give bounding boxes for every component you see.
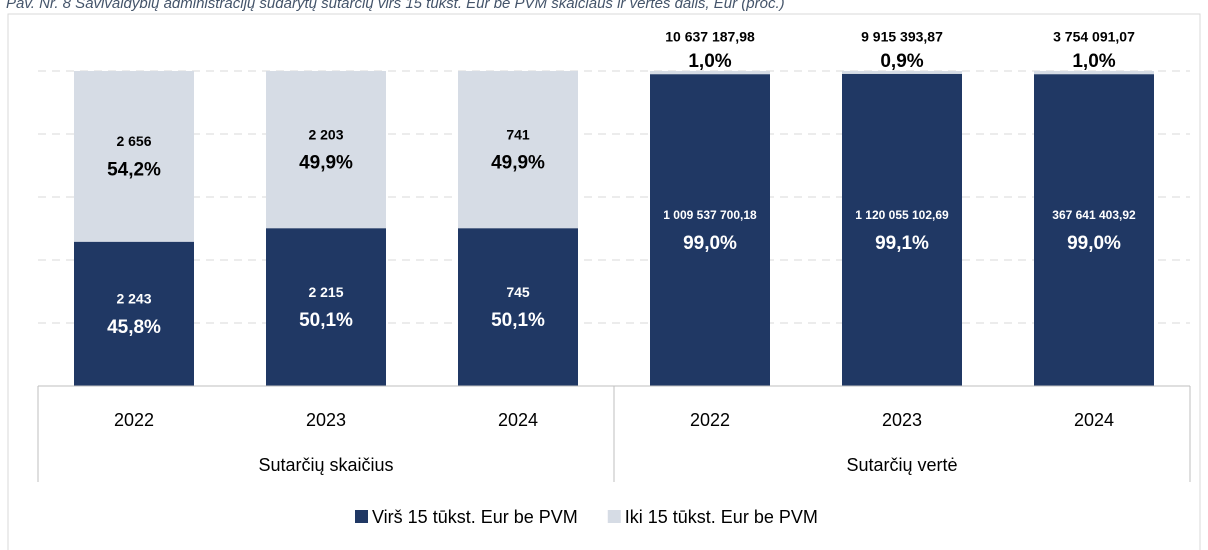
amount-label: 2 215 (308, 284, 343, 300)
value-label: 50,1% (299, 310, 353, 331)
amount-label: 10 637 187,98 (665, 29, 755, 45)
bar-segment (650, 71, 770, 75)
amount-label: 1 009 537 700,18 (663, 208, 757, 222)
bar-segment (74, 241, 194, 386)
bar-segment (266, 228, 386, 386)
amount-label: 2 656 (116, 133, 151, 149)
amount-label: 745 (506, 284, 530, 300)
amount-label: 1 120 055 102,69 (855, 208, 949, 222)
value-label: 99,0% (683, 233, 737, 254)
group-label: Sutarčių vertė (846, 455, 957, 475)
value-label: 49,9% (299, 153, 353, 174)
bar-segment (650, 74, 770, 387)
bar-segment (842, 73, 962, 387)
x-tick-label: 2024 (498, 410, 538, 430)
x-tick-label: 2022 (690, 410, 730, 430)
legend-label: Virš 15 tūkst. Eur be PVM (372, 507, 578, 527)
bar-segment (266, 71, 386, 229)
chart-border (7, 13, 1201, 550)
bar-segment (1034, 71, 1154, 75)
group-label: Sutarčių skaičius (258, 455, 393, 475)
value-label: 99,1% (875, 233, 929, 254)
bar-segment (458, 228, 578, 386)
bar-segment (74, 71, 194, 242)
amount-label: 367 641 403,92 (1052, 208, 1136, 222)
value-label: 45,8% (107, 317, 161, 338)
value-label: 49,9% (491, 153, 545, 174)
bar-segment (458, 71, 578, 229)
legend-swatch (355, 510, 368, 523)
x-tick-label: 2024 (1074, 410, 1114, 430)
legend-swatch (607, 510, 621, 523)
amount-label: 9 915 393,87 (861, 29, 943, 45)
x-tick-label: 2023 (306, 410, 346, 430)
value-label: 50,1% (491, 310, 545, 331)
amount-label: 2 203 (308, 126, 343, 142)
x-tick-label: 2022 (114, 410, 154, 430)
amount-label: 2 243 (116, 291, 151, 307)
chart-title: Pav. Nr. 8 Savivaldybių administracijų s… (6, 0, 785, 12)
value-label: 54,2% (107, 159, 161, 180)
amount-label: 3 754 091,07 (1053, 29, 1135, 45)
legend-label: Iki 15 tūkst. Eur be PVM (625, 507, 818, 527)
value-label: 0,9% (880, 51, 923, 72)
value-label: 1,0% (1072, 51, 1115, 72)
bar-segment (1034, 74, 1154, 387)
value-label: 1,0% (688, 51, 731, 72)
bar-segment (842, 71, 962, 74)
value-label: 99,0% (1067, 233, 1121, 254)
amount-label: 741 (506, 126, 530, 142)
x-tick-label: 2023 (882, 410, 922, 430)
